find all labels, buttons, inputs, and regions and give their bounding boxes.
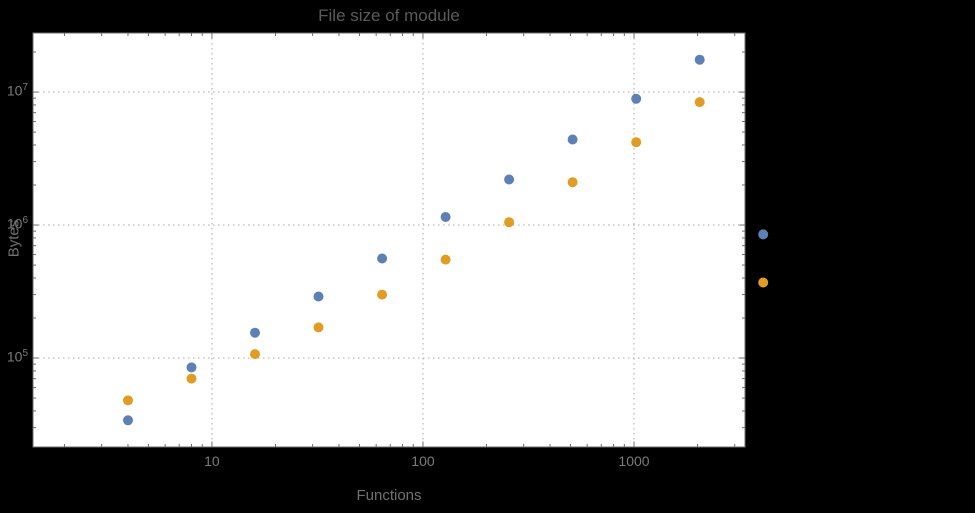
data-point-series-blue [440,212,451,222]
data-point-series-orange [186,373,197,384]
data-point-series-blue [758,229,769,240]
data-point-series-blue [186,362,197,373]
data-point-series-blue [694,54,705,65]
x-tick-label: 1000 [618,453,650,469]
chart-title: File size of module [318,6,460,25]
x-axis-label: Functions [356,487,422,504]
y-tick-label: 107 [6,82,28,99]
y-axis-label: Bytes [5,219,23,258]
data-point-series-blue [631,93,642,104]
y-tick-label: 106 [6,215,28,232]
data-point-series-blue [567,134,578,145]
data-point-series-blue [377,253,388,264]
data-point-series-blue [250,327,260,338]
y-tick-label: 105 [6,348,28,365]
plot-frame [32,32,746,448]
data-point-series-orange [504,217,515,228]
data-point-series-orange [758,277,769,288]
data-point-series-blue [313,291,324,302]
data-point-series-orange [567,177,578,188]
data-point-series-blue [123,415,133,426]
data-point-series-orange [631,137,642,148]
plot-area [33,33,745,447]
x-tick-label: 100 [411,453,435,469]
data-point-series-orange [250,349,260,360]
data-point-series-orange [123,395,133,406]
data-point-series-blue [504,174,515,185]
data-point-series-orange [377,289,388,300]
data-point-series-orange [694,97,705,108]
data-point-series-orange [440,254,451,265]
data-point-series-orange [313,322,324,333]
x-tick-label: 10 [204,453,220,469]
